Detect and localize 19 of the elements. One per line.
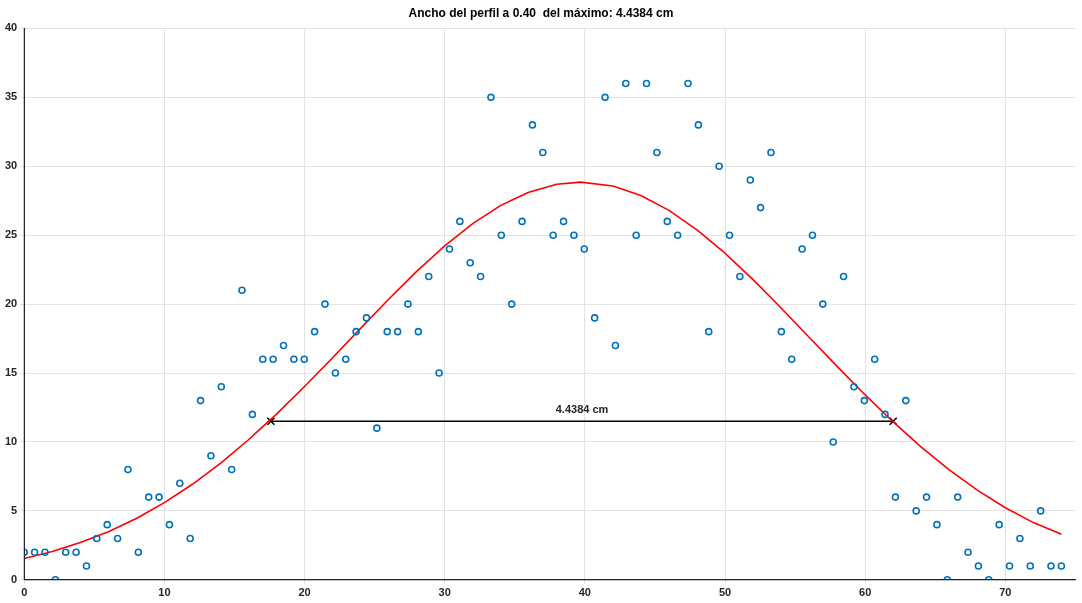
x-tick-label: 30 — [438, 586, 451, 599]
chart-title: Ancho del perfil a 0.40 del máximo: 4.4384 cm — [408, 5, 674, 20]
annotation: 4.4384 cm — [555, 402, 609, 415]
y-tick-label: 20 — [4, 297, 18, 310]
y-tick-label: 15 — [4, 366, 18, 379]
y-tick-label: 0 — [11, 572, 18, 585]
x-tick-label: 50 — [718, 586, 732, 599]
y-tick-label: 5 — [11, 503, 18, 516]
y-tick-label: 10 — [4, 434, 18, 447]
x-tick-label: 60 — [859, 586, 872, 599]
x-tick-label: 0 — [21, 586, 28, 599]
x-tick-label: 20 — [298, 586, 311, 599]
y-tick-label: 25 — [4, 228, 18, 241]
x-tick-label: 40 — [578, 586, 591, 599]
x-tick-label: 70 — [999, 586, 1012, 599]
x-tick-label: 10 — [158, 586, 171, 599]
y-tick-label: 35 — [4, 90, 18, 103]
y-tick-label: 30 — [4, 159, 18, 172]
y-tick-label: 40 — [4, 21, 18, 34]
